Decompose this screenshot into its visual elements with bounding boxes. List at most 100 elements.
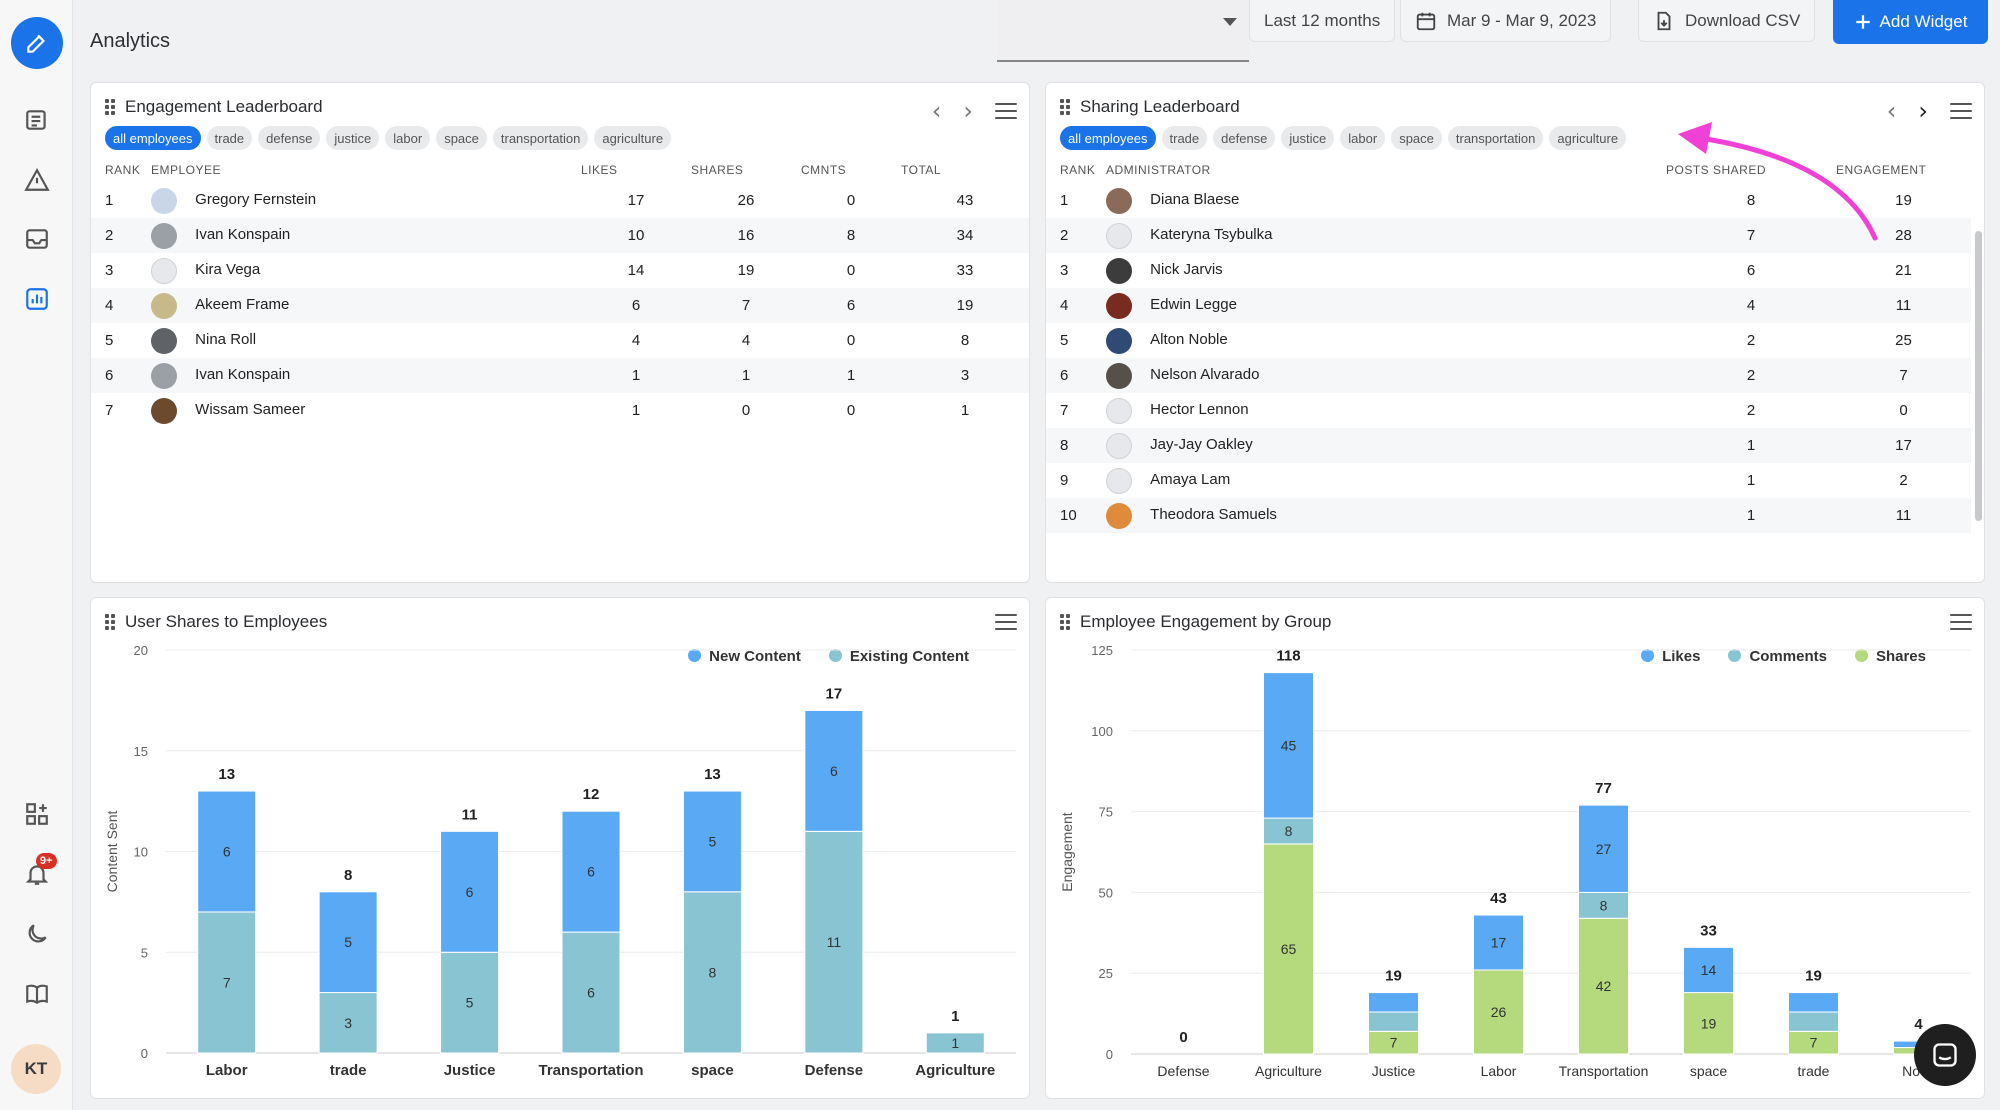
rank-cell: 6 [1046, 358, 1106, 393]
chip-transportation[interactable]: transportation [1447, 126, 1544, 150]
col-header: LIKES [581, 163, 618, 177]
y-tick-label: 100 [1091, 724, 1113, 739]
analytics-nav-icon[interactable] [21, 283, 53, 315]
compose-button[interactable] [11, 17, 63, 69]
engagement-cell: 19 [1895, 192, 1912, 209]
widgets-nav-icon[interactable] [21, 798, 53, 830]
engagement-cell: 2 [1899, 472, 1908, 489]
table-row[interactable]: 6 Ivan Konspain 1 1 1 3 [91, 358, 1029, 393]
table-row[interactable]: 5 Alton Noble 2 25 [1046, 323, 1971, 358]
warning-nav-icon[interactable] [21, 164, 53, 196]
category-label: trade [330, 1062, 367, 1079]
legend-item[interactable]: Likes [1641, 648, 1700, 665]
bar-segment [197, 790, 257, 913]
bar-segment [197, 911, 257, 1054]
avatar [151, 292, 177, 319]
y-tick-label: 10 [134, 845, 148, 860]
col-header: EMPLOYEE [151, 163, 222, 177]
chip-space[interactable]: space [436, 126, 487, 150]
table-row[interactable]: 7 Hector Lennon 2 0 [1046, 393, 1971, 428]
drag-handle-icon[interactable] [1060, 614, 1072, 630]
chip-space[interactable]: space [1391, 126, 1442, 150]
drag-handle-icon[interactable] [105, 99, 117, 115]
chip-agriculture[interactable]: agriculture [1549, 126, 1627, 150]
chevron-right-icon[interactable]: › [963, 97, 973, 125]
chip-trade[interactable]: trade [206, 126, 253, 150]
table-row[interactable]: 2 Kateryna Tsybulka 7 28 [1046, 218, 1971, 253]
help-book-icon[interactable] [21, 978, 53, 1010]
menu-icon[interactable] [995, 614, 1017, 630]
table-row[interactable]: 1 Gregory Fernstein 17 26 0 43 [91, 183, 1029, 218]
user-avatar[interactable]: KT [11, 1044, 61, 1094]
inbox-nav-icon[interactable] [21, 223, 53, 255]
scrollbar-thumb[interactable] [1975, 231, 1982, 521]
bar-segment [682, 790, 742, 893]
plus-icon [1855, 15, 1870, 29]
chip-justice[interactable]: justice [326, 126, 380, 150]
date-range-button[interactable]: Mar 9 - Mar 9, 2023 [1400, 0, 1612, 42]
download-csv-button[interactable]: Download CSV [1638, 0, 1816, 42]
avatar [151, 187, 177, 214]
segment-label: 65 [1281, 941, 1297, 957]
chip-defense[interactable]: defense [1213, 126, 1276, 150]
chevron-left-icon[interactable]: ‹ [931, 97, 942, 125]
legend-item[interactable]: Existing Content [828, 648, 969, 665]
rank-cell: 3 [105, 262, 114, 279]
legend-item[interactable]: New Content [688, 648, 801, 665]
legend-item[interactable]: Shares [1854, 648, 1926, 665]
segment-label: 42 [1596, 978, 1612, 994]
page-title: Analytics [90, 30, 171, 52]
posts-shared-cell: 2 [1666, 358, 1836, 393]
y-tick-label: 50 [1099, 885, 1113, 900]
chip-labor[interactable]: labor [385, 126, 431, 150]
menu-icon[interactable] [995, 103, 1017, 119]
notification-count-badge: 9+ [36, 853, 57, 869]
table-row[interactable]: 1 Diana Blaese 8 19 [1046, 183, 1971, 218]
chat-launcher-button[interactable] [1914, 1024, 1976, 1086]
bar-segment [804, 709, 864, 832]
menu-icon[interactable] [1950, 103, 1972, 119]
avatar [151, 257, 177, 284]
table-row[interactable]: 6 Nelson Alvarado 2 7 [1046, 358, 1971, 393]
total-label: 13 [218, 766, 235, 783]
likes-cell: 17 [627, 192, 645, 209]
legend-label: Comments [1749, 648, 1827, 665]
comments-cell: 1 [801, 358, 901, 393]
dark-mode-moon-icon[interactable] [21, 918, 53, 950]
table-row[interactable]: 4 Edwin Legge 4 11 [1046, 288, 1971, 323]
chip-trade[interactable]: trade [1161, 126, 1208, 150]
table-row[interactable]: 3 Kira Vega 14 19 0 33 [91, 253, 1029, 288]
segment-label: 7 [223, 974, 231, 990]
card-title: Employee Engagement by Group [1080, 612, 1332, 631]
group-filter-chips: all employees trade defense justice labo… [105, 126, 672, 150]
table-row[interactable]: 8 Jay-Jay Oakley 1 17 [1046, 428, 1971, 463]
chevron-left-icon[interactable]: ‹ [1886, 97, 1897, 125]
chip-all-employees[interactable]: all employees [1060, 126, 1156, 150]
posts-nav-icon[interactable] [21, 104, 53, 136]
add-widget-button[interactable]: Add Widget [1833, 0, 1988, 44]
menu-icon[interactable] [1950, 614, 1972, 630]
chip-transportation[interactable]: transportation [492, 126, 589, 150]
table-row[interactable]: 2 Ivan Konspain 10 16 8 34 [91, 218, 1029, 253]
chip-justice[interactable]: justice [1281, 126, 1335, 150]
chevron-right-icon[interactable]: › [1918, 97, 1928, 125]
table-row[interactable]: 10 Theodora Samuels 1 11 [1046, 498, 1971, 533]
legend-item[interactable]: Comments [1728, 648, 1827, 665]
drag-handle-icon[interactable] [105, 614, 117, 630]
legend-label: Shares [1875, 648, 1926, 665]
filter-select[interactable] [997, 0, 1249, 62]
shares-cell: 19 [737, 262, 755, 279]
table-row[interactable]: 7 Wissam Sameer 1 0 0 1 [91, 393, 1029, 428]
chip-defense[interactable]: defense [258, 126, 321, 150]
chip-labor[interactable]: labor [1340, 126, 1386, 150]
category-label: Justice [444, 1062, 496, 1079]
table-row[interactable]: 3 Nick Jarvis 6 21 [1046, 253, 1971, 288]
drag-handle-icon[interactable] [1060, 99, 1072, 115]
date-preset-button[interactable]: Last 12 months [1249, 0, 1396, 42]
table-row[interactable]: 9 Amaya Lam 1 2 [1046, 463, 1971, 498]
table-row[interactable]: 5 Nina Roll 4 4 0 8 [91, 323, 1029, 358]
chip-agriculture[interactable]: agriculture [594, 126, 672, 150]
total-cell: 19 [901, 288, 1029, 323]
table-row[interactable]: 4 Akeem Frame 6 7 6 19 [91, 288, 1029, 323]
chip-all-employees[interactable]: all employees [105, 126, 201, 150]
